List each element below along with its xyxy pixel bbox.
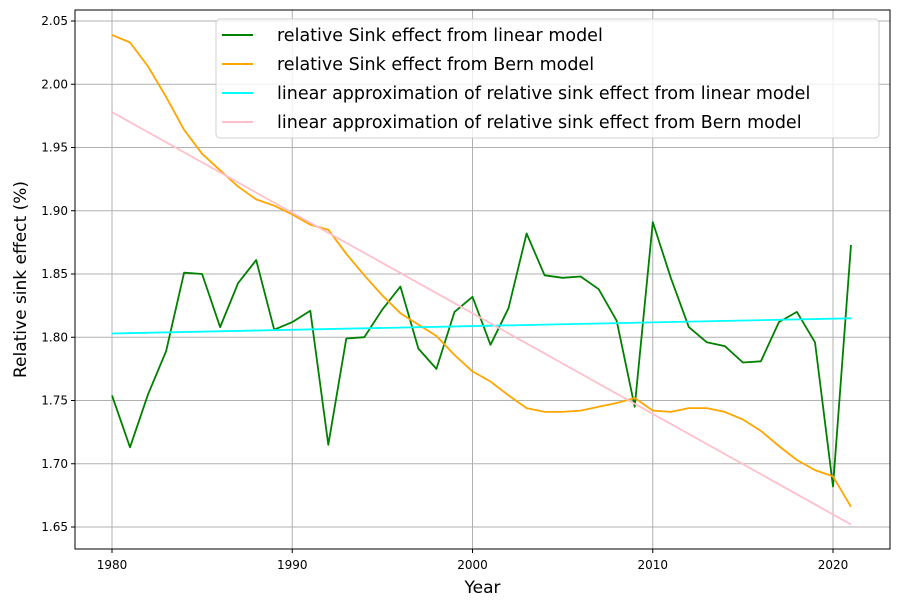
axes-frame bbox=[74, 9, 891, 550]
series-group bbox=[111, 34, 852, 526]
y-tick-label: 1.75 bbox=[41, 394, 68, 408]
y-tick-label: 1.85 bbox=[41, 267, 68, 281]
legend-item: relative Sink effect from linear model bbox=[222, 26, 603, 46]
y-tick-label: 1.80 bbox=[41, 330, 68, 344]
series-linear-approx-bern-model bbox=[111, 111, 852, 526]
legend-box bbox=[215, 18, 880, 139]
y-tick-label: 1.95 bbox=[41, 141, 68, 155]
legend-label: linear approximation of relative sink ef… bbox=[277, 113, 802, 133]
legend-item: relative Sink effect from Bern model bbox=[222, 55, 594, 75]
y-axis-ticks: 1.65 1.70 1.75 1.80 1.85 1.90 1.95 2.00 2.05 bbox=[41, 14, 75, 534]
legend-item: linear approximation of relative sink ef… bbox=[222, 113, 802, 133]
y-tick-label: 2.00 bbox=[41, 77, 68, 91]
x-tick-label: 1980 bbox=[97, 558, 128, 572]
legend-item: linear approximation of relative sink ef… bbox=[222, 84, 810, 104]
legend: relative Sink effect from linear model re… bbox=[215, 18, 880, 139]
x-axis-label: Year bbox=[464, 578, 501, 598]
x-tick-label: 1990 bbox=[277, 558, 308, 572]
y-tick-label: 2.05 bbox=[41, 14, 68, 28]
y-tick-label: 1.70 bbox=[41, 457, 68, 471]
series-linear-approx-linear-model bbox=[111, 317, 852, 335]
series-bern-model bbox=[111, 34, 852, 508]
x-tick-label: 2010 bbox=[637, 558, 668, 572]
x-tick-label: 2000 bbox=[457, 558, 488, 572]
y-tick-label: 1.65 bbox=[41, 520, 68, 534]
legend-label: linear approximation of relative sink ef… bbox=[277, 84, 810, 104]
legend-label: relative Sink effect from linear model bbox=[277, 26, 603, 46]
y-tick-label: 1.90 bbox=[41, 204, 68, 218]
series-linear-model bbox=[111, 221, 852, 488]
x-tick-label: 2020 bbox=[818, 558, 849, 572]
x-axis-ticks: 1980 1990 2000 2010 2020 bbox=[97, 549, 849, 572]
legend-label: relative Sink effect from Bern model bbox=[277, 55, 594, 75]
y-axis-label: Relative sink effect (%) bbox=[11, 181, 31, 378]
